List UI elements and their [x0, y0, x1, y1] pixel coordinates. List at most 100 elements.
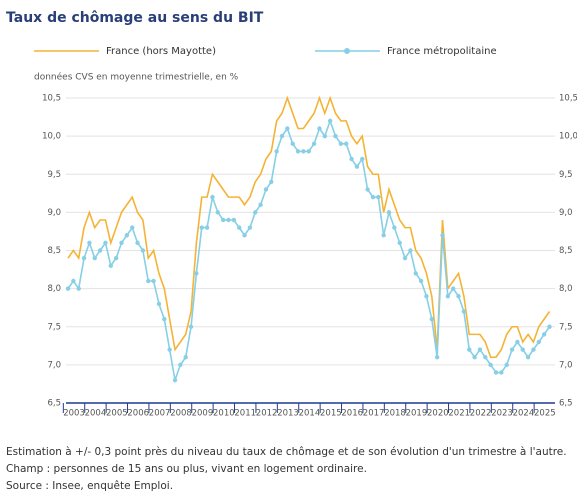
point	[424, 294, 429, 299]
point	[413, 271, 418, 276]
point	[327, 118, 333, 124]
x-tick-label: 2018	[384, 409, 406, 419]
x-tick-label: 2013	[277, 409, 299, 419]
note: Source : Insee, enquête Emploi.	[6, 480, 173, 491]
point	[365, 187, 370, 192]
y-tick-label: 8,0	[47, 284, 61, 294]
point	[418, 278, 424, 284]
point	[172, 377, 178, 383]
point	[253, 210, 258, 215]
point	[76, 286, 81, 291]
point	[317, 126, 322, 131]
point	[194, 271, 199, 276]
point	[258, 202, 263, 207]
point	[247, 225, 253, 230]
x-tick-label: 2004	[85, 409, 107, 419]
x-tick-label: 2017	[363, 409, 385, 419]
y-tick-label: 9,5	[47, 170, 61, 180]
point	[440, 233, 445, 238]
point	[354, 164, 360, 169]
point	[451, 286, 456, 291]
point	[135, 240, 140, 246]
point	[525, 355, 531, 360]
point	[242, 233, 247, 238]
point	[269, 179, 274, 185]
point	[408, 248, 413, 253]
point	[178, 362, 183, 368]
x-tick-label: 2020	[427, 409, 449, 419]
point	[370, 194, 376, 200]
x-tick-label: 2007	[149, 409, 171, 419]
point	[108, 263, 114, 268]
point	[349, 156, 354, 162]
x-tick-label: 2012	[256, 409, 278, 419]
legend-marker	[344, 48, 350, 54]
point	[295, 149, 301, 154]
point	[311, 141, 317, 146]
legend-label: France métropolitaine	[387, 45, 497, 57]
x-tick-label: 2023	[491, 409, 513, 419]
point	[386, 210, 392, 215]
point	[237, 225, 242, 230]
point	[536, 339, 541, 345]
note: Estimation à +/- 0,3 point près du nivea…	[6, 446, 567, 458]
x-tick-label: 2015	[320, 409, 342, 419]
x-tick-label: 2022	[470, 409, 492, 419]
y-tick-label: 10,0	[42, 132, 61, 142]
point	[472, 355, 477, 360]
x-tick-label: 2014	[299, 409, 321, 419]
x-tick-label: 2016	[341, 409, 363, 419]
point	[290, 141, 295, 146]
chart-title: Taux de chômage au sens du BIT	[6, 10, 264, 26]
point	[445, 294, 451, 299]
point	[92, 255, 97, 261]
point	[151, 278, 156, 284]
point	[97, 248, 103, 253]
point	[467, 347, 472, 352]
point	[204, 225, 210, 230]
point	[119, 240, 124, 246]
point	[360, 156, 365, 162]
y-tick-label: 6,5	[47, 399, 61, 409]
point	[263, 187, 269, 192]
point	[322, 133, 327, 139]
point	[344, 141, 349, 146]
point	[520, 347, 525, 352]
point	[402, 255, 408, 261]
point	[547, 324, 552, 329]
point	[477, 347, 483, 352]
point	[231, 217, 237, 223]
point	[376, 194, 381, 200]
point	[461, 309, 467, 314]
x-tick-label: 2009	[192, 409, 214, 419]
y2-tick-label: 6,5	[559, 399, 573, 409]
point	[226, 217, 231, 223]
point	[285, 126, 290, 131]
y-tick-label: 9,0	[47, 208, 61, 218]
legend-label: France (hors Mayotte)	[106, 46, 216, 57]
point	[429, 316, 434, 322]
point	[456, 294, 461, 299]
note: Champ : personnes de 15 ans ou plus, viv…	[6, 463, 367, 475]
y2-tick-label: 8,5	[559, 246, 573, 256]
series-line	[67, 95, 551, 359]
point	[333, 133, 338, 139]
x-tick-label: 2010	[213, 409, 235, 419]
point	[509, 347, 515, 352]
point	[515, 339, 520, 345]
point	[541, 332, 547, 337]
point	[146, 278, 151, 284]
point	[156, 301, 162, 307]
point	[87, 240, 92, 246]
point	[140, 248, 146, 253]
x-tick-label: 2024	[513, 409, 535, 419]
point	[183, 355, 188, 360]
point	[499, 370, 504, 375]
x-tick-label: 2008	[170, 409, 192, 419]
y-tick-label: 8,5	[47, 246, 61, 256]
x-tick-label: 2011	[234, 409, 256, 419]
point	[531, 347, 536, 352]
point	[124, 233, 130, 238]
point	[188, 324, 194, 329]
x-tick-label: 2006	[127, 409, 149, 419]
